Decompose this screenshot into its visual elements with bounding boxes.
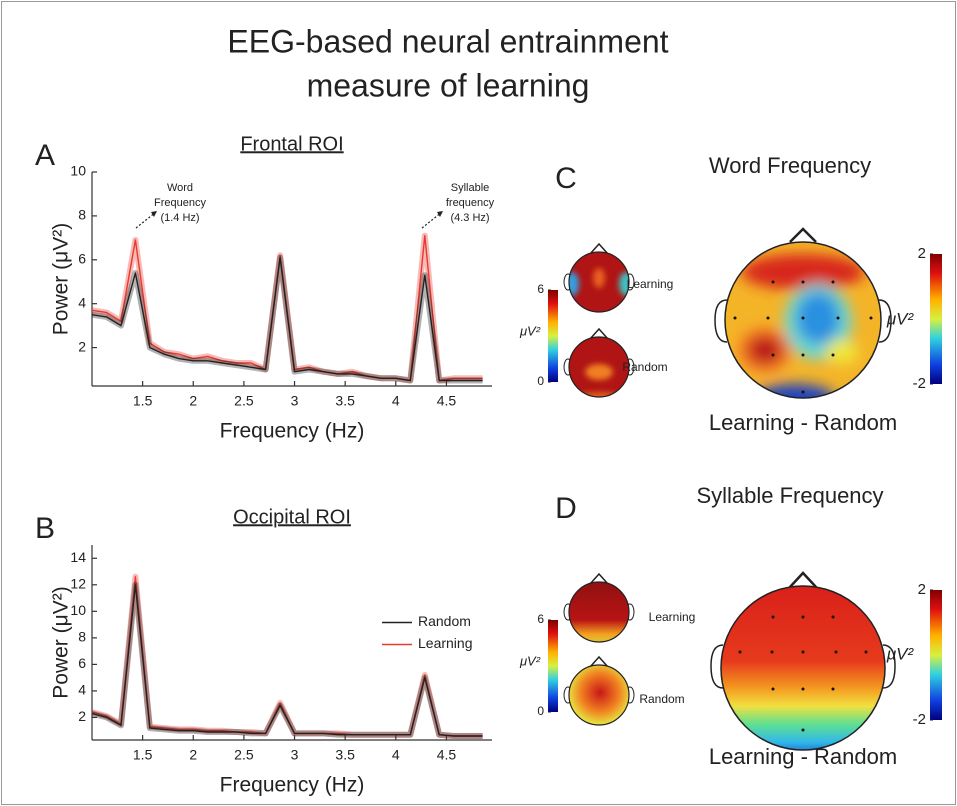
y-axis-label: Power (μV²) bbox=[50, 586, 73, 698]
annotation: Syllable bbox=[451, 182, 490, 194]
y-tick-label: 8 bbox=[78, 207, 86, 223]
colorbar-tick-label: 2 bbox=[918, 245, 926, 262]
y-tick-label: 12 bbox=[70, 575, 86, 591]
topo-map bbox=[714, 227, 892, 399]
colorbar-tick-label: 0 bbox=[537, 704, 544, 718]
series-band bbox=[91, 581, 483, 739]
panel-title: Word Frequency bbox=[709, 153, 871, 178]
y-tick-label: 2 bbox=[78, 708, 86, 724]
condition-label: Learning bbox=[649, 610, 696, 624]
colorbar-tick-label: 0 bbox=[537, 374, 544, 388]
condition-label: Random bbox=[622, 360, 667, 374]
annotation-arrowhead bbox=[151, 211, 157, 217]
y-tick-label: 10 bbox=[70, 163, 86, 179]
x-tick-label: 3 bbox=[291, 393, 299, 409]
colorbar-tick-label: 2 bbox=[918, 581, 926, 598]
panel-title: Syllable Frequency bbox=[696, 483, 883, 508]
colorbar-unit: μV² bbox=[886, 644, 915, 663]
y-tick-label: 4 bbox=[78, 294, 86, 310]
y-tick-label: 2 bbox=[78, 338, 86, 354]
x-axis-label: Frequency (Hz) bbox=[220, 420, 365, 443]
x-tick-label: 1.5 bbox=[133, 747, 153, 763]
condition-label: Random bbox=[639, 692, 684, 706]
colorbar bbox=[930, 590, 942, 720]
colorbar bbox=[930, 254, 942, 384]
condition-label: Learning bbox=[627, 277, 674, 291]
y-tick-label: 6 bbox=[78, 250, 86, 266]
annotation: Word bbox=[167, 182, 193, 194]
y-tick-label: 10 bbox=[70, 602, 86, 618]
colorbar-tick-label: -2 bbox=[913, 375, 926, 392]
series-line bbox=[91, 256, 483, 382]
chart-title: Frontal ROI bbox=[240, 133, 343, 155]
colorbar bbox=[548, 620, 558, 712]
y-tick-label: 14 bbox=[70, 549, 86, 565]
x-tick-label: 2.5 bbox=[234, 393, 254, 409]
colorbar-unit: μV² bbox=[519, 323, 541, 338]
panel-label: B bbox=[35, 512, 55, 545]
annotation: Frequency bbox=[154, 197, 206, 209]
panel-label: D bbox=[555, 492, 577, 525]
x-tick-label: 4.5 bbox=[437, 747, 457, 763]
x-tick-label: 4.5 bbox=[437, 393, 457, 409]
topo-map bbox=[563, 572, 635, 726]
y-tick-label: 6 bbox=[78, 655, 86, 671]
colorbar-tick-label: -2 bbox=[913, 711, 926, 728]
panel-label: C bbox=[555, 162, 577, 195]
annotation-arrowhead bbox=[437, 211, 443, 217]
y-tick-label: 8 bbox=[78, 629, 86, 645]
annotation: (4.3 Hz) bbox=[450, 212, 489, 224]
difference-label: Learning - Random bbox=[709, 410, 897, 435]
series-line bbox=[91, 584, 483, 737]
x-tick-label: 4 bbox=[392, 747, 400, 763]
colorbar bbox=[548, 290, 558, 382]
x-tick-label: 2.5 bbox=[234, 747, 254, 763]
colorbar-tick-label: 6 bbox=[537, 612, 544, 626]
annotation: (1.4 Hz) bbox=[160, 212, 199, 224]
y-tick-label: 4 bbox=[78, 682, 86, 698]
legend-label: Learning bbox=[418, 635, 473, 651]
x-tick-label: 3 bbox=[291, 747, 299, 763]
colorbar-tick-label: 6 bbox=[537, 282, 544, 296]
chart-title: Occipital ROI bbox=[233, 506, 351, 528]
x-tick-label: 1.5 bbox=[133, 393, 153, 409]
colorbar-unit: μV² bbox=[886, 309, 915, 328]
figure-title: EEG-based neural entrainment bbox=[227, 23, 668, 59]
colorbar-unit: μV² bbox=[519, 653, 541, 668]
y-axis-label: Power (μV²) bbox=[50, 223, 73, 335]
panel-label: A bbox=[35, 139, 55, 172]
x-axis-label: Frequency (Hz) bbox=[220, 774, 365, 797]
topo-map bbox=[563, 242, 635, 398]
annotation: frequency bbox=[446, 197, 495, 209]
x-tick-label: 4 bbox=[392, 393, 400, 409]
figure-title: measure of learning bbox=[307, 67, 590, 103]
x-tick-label: 2 bbox=[189, 393, 197, 409]
difference-label: Learning - Random bbox=[709, 744, 897, 769]
legend-label: Random bbox=[418, 613, 471, 629]
topo-map bbox=[710, 571, 896, 751]
x-tick-label: 3.5 bbox=[335, 747, 355, 763]
x-tick-label: 3.5 bbox=[335, 393, 355, 409]
x-tick-label: 2 bbox=[189, 747, 197, 763]
